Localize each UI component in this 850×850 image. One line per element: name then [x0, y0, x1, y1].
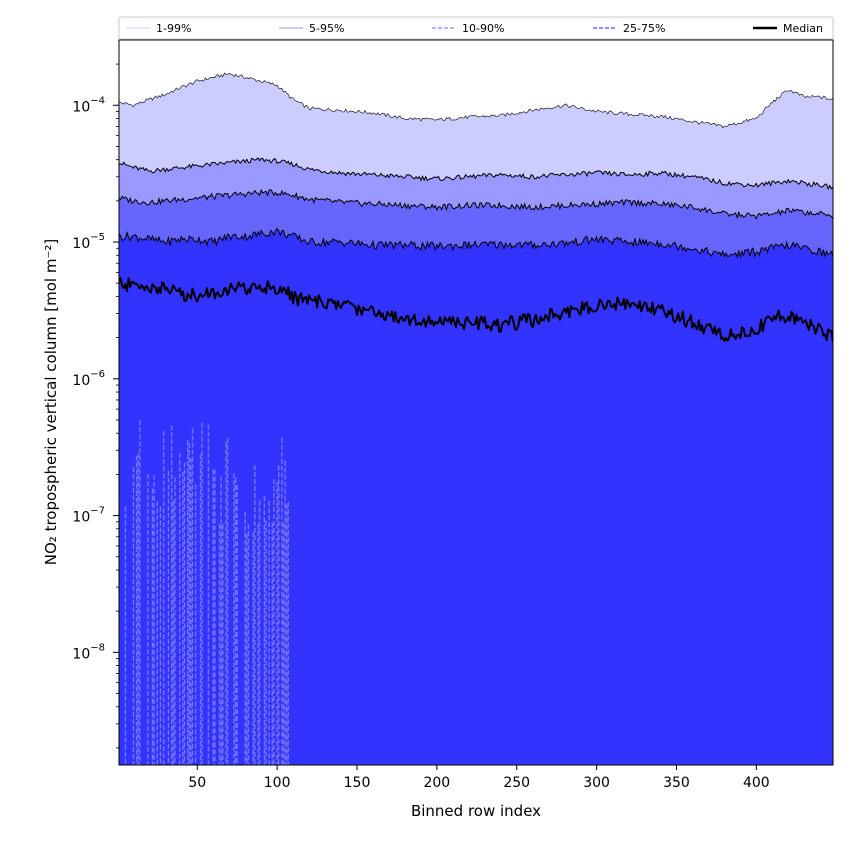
- legend-item: 25-75%: [593, 22, 665, 35]
- x-tick-label: 300: [583, 775, 610, 791]
- band-25-75: [119, 228, 833, 765]
- x-tick-label: 400: [743, 775, 770, 791]
- legend-label: 25-75%: [623, 22, 665, 35]
- band-edge-1-99: [119, 72, 833, 129]
- legend-label: 10-90%: [462, 22, 504, 35]
- x-tick-label: 150: [344, 775, 371, 791]
- x-tick-label: 100: [264, 775, 291, 791]
- legend-box: [118, 16, 834, 40]
- legend-item: 5-95%: [279, 22, 344, 35]
- bands-group: [119, 72, 833, 765]
- legend-label: Median: [783, 22, 823, 35]
- y-tick-label: 10−4: [72, 95, 105, 115]
- median-layer: [119, 277, 833, 343]
- legend: 1-99% 5-95% 10-90% 25-75% Median: [118, 16, 834, 40]
- legend-label: 1-99%: [156, 22, 191, 35]
- x-tick-label: 350: [663, 775, 690, 791]
- y-tick-label: 10−8: [72, 642, 105, 662]
- low-value-spikes: [124, 420, 289, 765]
- band-edge-10-90: [119, 188, 833, 221]
- x-tick-label: 250: [503, 775, 530, 791]
- legend-item: 1-99%: [126, 22, 191, 35]
- x-axis: 50 100 150 200 250 300 350 400: [188, 765, 770, 791]
- median-line: [119, 277, 833, 343]
- y-tick-label: 10−7: [72, 506, 105, 526]
- y-tick-label: 10−5: [72, 232, 105, 252]
- x-tick-label: 50: [188, 775, 206, 791]
- plot-frame: [118, 39, 834, 766]
- legend-item: 10-90%: [432, 22, 504, 35]
- y-tick-label: 10−6: [72, 369, 105, 389]
- x-tick-label: 200: [423, 775, 450, 791]
- legend-label: 5-95%: [309, 22, 344, 35]
- band-edge-25-75: [119, 227, 833, 259]
- y-axis-label: NO₂ tropospheric vertical column [mol m⁻…: [42, 239, 60, 565]
- band-edge-5-95: [119, 156, 833, 191]
- y-axis: 10−8 10−7 10−6 10−5 10−4: [72, 63, 119, 749]
- legend-item: Median: [753, 22, 823, 35]
- x-axis-label: Binned row index: [411, 802, 541, 820]
